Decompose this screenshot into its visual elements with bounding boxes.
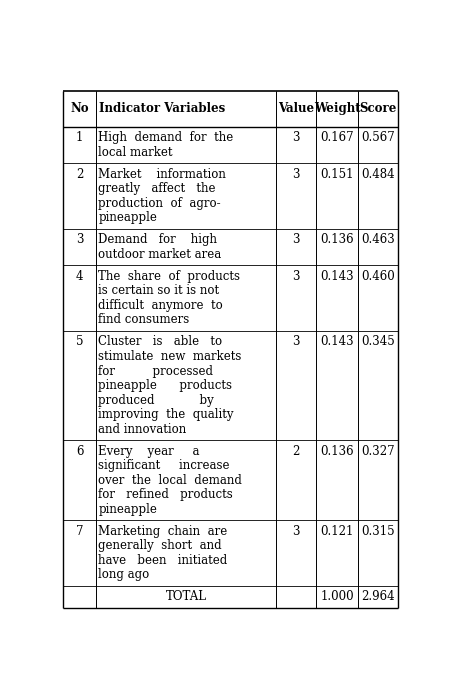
Text: generally  short  and: generally short and xyxy=(99,539,222,552)
Text: Score: Score xyxy=(359,102,396,116)
Text: Marketing  chain  are: Marketing chain are xyxy=(99,525,228,538)
Text: 0.463: 0.463 xyxy=(361,233,395,246)
Text: 0.327: 0.327 xyxy=(361,445,395,457)
Text: 0.136: 0.136 xyxy=(320,233,354,246)
Text: pineapple      products: pineapple products xyxy=(99,379,233,392)
Text: 7: 7 xyxy=(76,525,84,538)
Text: is certain so it is not: is certain so it is not xyxy=(99,284,220,298)
Text: long ago: long ago xyxy=(99,568,150,581)
Text: 3: 3 xyxy=(292,525,300,538)
Text: improving  the  quality: improving the quality xyxy=(99,408,234,421)
Text: pineapple: pineapple xyxy=(99,211,158,224)
Text: Demand   for    high: Demand for high xyxy=(99,233,217,246)
Text: Value: Value xyxy=(278,102,314,116)
Text: outdoor market area: outdoor market area xyxy=(99,248,222,261)
Text: for          processed: for processed xyxy=(99,365,213,378)
Text: greatly   affect   the: greatly affect the xyxy=(99,182,216,195)
Text: pineapple: pineapple xyxy=(99,503,158,516)
Text: 1: 1 xyxy=(76,131,84,144)
Text: Cluster   is   able   to: Cluster is able to xyxy=(99,336,223,349)
Text: 2.964: 2.964 xyxy=(361,590,395,603)
Text: over  the  local  demand: over the local demand xyxy=(99,474,242,486)
Text: 0.345: 0.345 xyxy=(361,336,395,349)
Text: find consumers: find consumers xyxy=(99,313,190,327)
Text: 3: 3 xyxy=(292,336,300,349)
Text: No: No xyxy=(71,102,89,116)
Text: 3: 3 xyxy=(292,270,300,283)
Text: Market    information: Market information xyxy=(99,167,226,181)
Text: 0.143: 0.143 xyxy=(320,336,354,349)
Text: 2: 2 xyxy=(76,167,84,181)
Text: Weight: Weight xyxy=(314,102,360,116)
Text: 3: 3 xyxy=(292,167,300,181)
Text: 0.315: 0.315 xyxy=(361,525,395,538)
Text: 4: 4 xyxy=(76,270,84,283)
Text: significant     increase: significant increase xyxy=(99,459,230,472)
Text: 3: 3 xyxy=(292,131,300,144)
Text: production  of  agro-: production of agro- xyxy=(99,197,221,210)
Text: 0.460: 0.460 xyxy=(361,270,395,283)
Text: 2: 2 xyxy=(292,445,300,457)
Text: 5: 5 xyxy=(76,336,84,349)
Text: Every    year     a: Every year a xyxy=(99,445,200,457)
Text: 0.143: 0.143 xyxy=(320,270,354,283)
Text: and innovation: and innovation xyxy=(99,423,187,436)
Text: stimulate  new  markets: stimulate new markets xyxy=(99,350,242,363)
Text: produced            by: produced by xyxy=(99,394,214,407)
Text: 1.000: 1.000 xyxy=(320,590,354,603)
Text: local market: local market xyxy=(99,146,173,158)
Text: difficult  anymore  to: difficult anymore to xyxy=(99,299,223,312)
Text: 6: 6 xyxy=(76,445,84,457)
Text: 0.567: 0.567 xyxy=(361,131,395,144)
Text: 0.484: 0.484 xyxy=(361,167,395,181)
Text: Indicator Variables: Indicator Variables xyxy=(99,102,225,116)
Text: The  share  of  products: The share of products xyxy=(99,270,240,283)
Text: 3: 3 xyxy=(292,233,300,246)
Text: 0.151: 0.151 xyxy=(320,167,354,181)
Text: TOTAL: TOTAL xyxy=(166,590,207,603)
Text: 0.136: 0.136 xyxy=(320,445,354,457)
Text: have   been   initiated: have been initiated xyxy=(99,554,228,567)
Text: 0.121: 0.121 xyxy=(320,525,354,538)
Text: 0.167: 0.167 xyxy=(320,131,354,144)
Text: for   refined   products: for refined products xyxy=(99,489,233,501)
Text: High  demand  for  the: High demand for the xyxy=(99,131,234,144)
Text: 3: 3 xyxy=(76,233,84,246)
